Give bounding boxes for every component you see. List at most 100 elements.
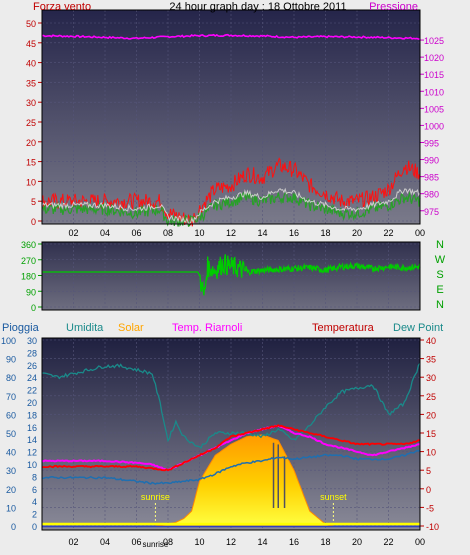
chart-title: 24 hour graph day : 18 Ottobre 2011 xyxy=(169,1,346,13)
humidity-line xyxy=(41,362,421,449)
temperature-tick-label: 30 xyxy=(426,373,436,383)
legend-temp-riarnoli: Temp. Riarnoli xyxy=(172,322,242,334)
pioggia-tick-label: 90 xyxy=(6,355,16,365)
umidita-tick-label: 28 xyxy=(27,348,37,358)
legend-umidita: Umidita xyxy=(66,322,104,334)
wind-tick-label: 45 xyxy=(26,39,36,49)
wind-gust-line xyxy=(41,157,421,227)
umidita-tick-label: 0 xyxy=(32,522,37,532)
wind-x-tick-label: 02 xyxy=(68,228,78,238)
pressure-tick-label: 1020 xyxy=(424,53,444,63)
direction-tick-label: 270 xyxy=(21,256,36,266)
temp-riarnoli-line xyxy=(41,424,421,472)
temperature-x-tick-label: 18 xyxy=(320,537,330,547)
temperature-tick-label: 0 xyxy=(426,485,431,495)
wind-tick-label: 20 xyxy=(26,138,36,148)
temperature-x-tick-label: 00 xyxy=(415,537,425,547)
umidita-tick-label: 14 xyxy=(27,435,37,445)
axes: 0510152025303540455097598098599099510001… xyxy=(1,9,446,549)
temperature-x-tick-label: 02 xyxy=(68,537,78,547)
wind-tick-label: 5 xyxy=(31,197,36,207)
panel-frame xyxy=(41,337,421,531)
umidita-tick-label: 12 xyxy=(27,448,37,458)
wind-average-line xyxy=(41,191,421,227)
wind-x-tick-label: 08 xyxy=(163,228,173,238)
umidita-tick-label: 10 xyxy=(27,460,37,470)
wind-tick-label: 10 xyxy=(26,177,36,187)
pressure-line xyxy=(42,33,421,40)
pioggia-tick-label: 60 xyxy=(6,410,16,420)
temperature-tick-label: 25 xyxy=(426,392,436,402)
pioggia-tick-label: 50 xyxy=(6,429,16,439)
legend-solar: Solar xyxy=(118,322,144,334)
legend-pioggia: Pioggia xyxy=(2,322,40,334)
umidita-tick-label: 8 xyxy=(32,472,37,482)
temperature-tick-label: 10 xyxy=(426,448,436,458)
wind-secondary-line xyxy=(41,187,421,225)
pressure-tick-label: 1005 xyxy=(424,104,444,114)
wind-tick-label: 15 xyxy=(26,158,36,168)
wind-tick-label: 35 xyxy=(26,78,36,88)
compass-label: S xyxy=(436,269,443,281)
temperature-x-tick-label: 06 xyxy=(131,537,141,547)
umidita-tick-label: 18 xyxy=(27,410,37,420)
temperature-x-tick-label: 04 xyxy=(100,537,110,547)
direction-tick-label: 90 xyxy=(26,287,36,297)
direction-series xyxy=(42,254,421,296)
pioggia-tick-label: 70 xyxy=(6,392,16,402)
wind-x-tick-label: 10 xyxy=(194,228,204,238)
pioggia-tick-label: 100 xyxy=(1,336,16,346)
legend-temperatura: Temperatura xyxy=(312,322,375,334)
wind-direction-line xyxy=(42,254,421,296)
pioggia-tick-label: 0 xyxy=(11,522,16,532)
temperature-x-tick-label: 20 xyxy=(352,537,362,547)
temperatura-line xyxy=(41,424,420,472)
pressure-tick-label: 995 xyxy=(424,138,439,148)
sunset-label: sunset xyxy=(320,492,347,502)
umidita-tick-label: 30 xyxy=(27,336,37,346)
temperature-x-tick-label: 08 xyxy=(163,537,173,547)
temperature-tick-label: 40 xyxy=(426,336,436,346)
pressure-tick-label: 980 xyxy=(424,190,439,200)
temperature-x-tick-label: 16 xyxy=(289,537,299,547)
direction-tick-label: 180 xyxy=(21,272,36,282)
compass-label: N xyxy=(436,239,444,251)
pressure-tick-label: 1025 xyxy=(424,36,444,46)
wind-gridlines xyxy=(42,10,421,224)
pioggia-tick-label: 80 xyxy=(6,373,16,383)
pressure-tick-label: 990 xyxy=(424,156,439,166)
compass-label: E xyxy=(436,284,443,296)
umidita-tick-label: 24 xyxy=(27,373,37,383)
temperature-tick-label: 35 xyxy=(426,355,436,365)
panel-frame xyxy=(41,9,421,225)
wind-x-tick-label: 14 xyxy=(257,228,267,238)
wind-tick-label: 25 xyxy=(26,118,36,128)
direction-tick-label: 360 xyxy=(21,240,36,250)
umidita-tick-label: 20 xyxy=(27,398,37,408)
dew-point-line xyxy=(41,449,421,485)
pressure-tick-label: 985 xyxy=(424,173,439,183)
wind-tick-label: 50 xyxy=(26,19,36,29)
wind-tick-label: 40 xyxy=(26,59,36,69)
temperature-tick-label: 15 xyxy=(426,429,436,439)
temperature-x-tick-label: 22 xyxy=(383,537,393,547)
direction-tick-label: 0 xyxy=(31,303,36,313)
solar-area xyxy=(155,434,334,527)
wind-x-tick-label: 20 xyxy=(352,228,362,238)
wind-x-tick-label: 00 xyxy=(415,228,425,238)
panel-frame xyxy=(41,241,421,311)
temperature-x-tick-label: 14 xyxy=(257,537,267,547)
umidita-tick-label: 6 xyxy=(32,485,37,495)
pressure-tick-label: 975 xyxy=(424,207,439,217)
umidita-tick-label: 4 xyxy=(32,497,37,507)
umidita-tick-label: 22 xyxy=(27,386,37,396)
sunrise-label: sunrise xyxy=(141,492,170,502)
temperature-x-tick-label: 10 xyxy=(194,537,204,547)
temperature-tick-label: 5 xyxy=(426,466,431,476)
temperature-tick-label: -10 xyxy=(426,522,439,532)
pioggia-tick-label: 30 xyxy=(6,466,16,476)
legend-dew-point: Dew Point xyxy=(393,322,443,334)
wind-axis-label: Forza vento xyxy=(33,1,91,13)
umidita-tick-label: 26 xyxy=(27,361,37,371)
wind-x-tick-label: 04 xyxy=(100,228,110,238)
